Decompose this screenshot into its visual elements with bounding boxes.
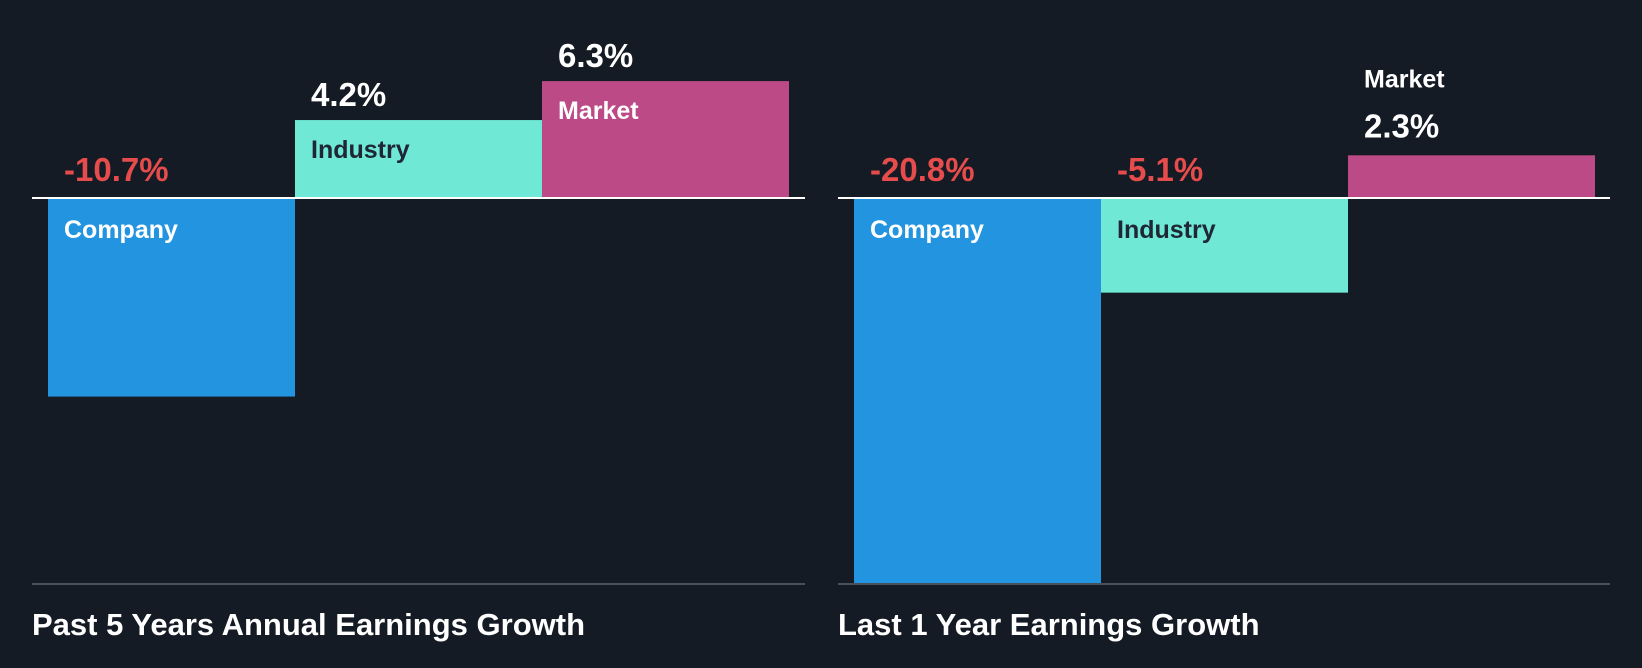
category-label-company: Company bbox=[870, 216, 984, 244]
bar-company bbox=[854, 198, 1101, 584]
category-label-market: Market bbox=[1364, 65, 1445, 93]
value-label-industry: -5.1% bbox=[1117, 151, 1203, 188]
value-label-market: 2.3% bbox=[1364, 107, 1439, 144]
chart-title: Past 5 Years Annual Earnings Growth bbox=[32, 607, 585, 642]
chart-last-1-year: Company -20.8% Industry -5.1% Market 2.3% Last… bbox=[838, 65, 1610, 642]
value-label-industry: 4.2% bbox=[311, 76, 386, 113]
value-label-company: -20.8% bbox=[870, 151, 975, 188]
value-label-market: 6.3% bbox=[558, 37, 633, 74]
chart-title: Last 1 Year Earnings Growth bbox=[838, 607, 1260, 642]
bar-market bbox=[1348, 155, 1595, 198]
bar-industry bbox=[295, 120, 542, 198]
bar-market bbox=[542, 81, 789, 198]
category-label-company: Company bbox=[64, 216, 178, 244]
category-label-industry: Industry bbox=[1117, 216, 1216, 244]
bar-company bbox=[48, 198, 295, 397]
bar-industry bbox=[1101, 198, 1348, 293]
value-label-company: -10.7% bbox=[64, 151, 169, 188]
chart-past-5-years: Company -10.7% Industry 4.2% Market 6.3% Past … bbox=[32, 37, 805, 642]
category-label-market: Market bbox=[558, 97, 639, 125]
category-label-industry: Industry bbox=[311, 136, 410, 164]
